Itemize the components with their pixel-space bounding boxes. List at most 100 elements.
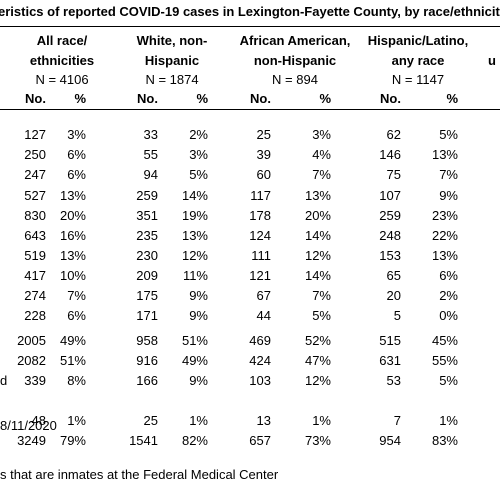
cell-count: 657: [249, 433, 271, 448]
cell-percent: 20%: [59, 208, 86, 223]
cell-percent: 13%: [59, 248, 86, 263]
cell-percent: 12%: [304, 248, 331, 263]
cell-count: 339: [24, 373, 46, 388]
cell-percent: 51%: [59, 353, 86, 368]
cell-percent: 55%: [431, 353, 458, 368]
cell-percent: 14%: [304, 268, 331, 283]
cell-percent: 14%: [304, 228, 331, 243]
cell-percent: 13%: [59, 188, 86, 203]
cell-percent: 6%: [67, 167, 86, 182]
cell-count: 121: [249, 268, 271, 283]
cell-count: 67: [256, 288, 271, 303]
cell-count: 250: [24, 147, 46, 162]
cell-count: 2082: [17, 353, 46, 368]
cell-count: 527: [24, 188, 46, 203]
cell-percent: 2%: [189, 127, 208, 142]
rule: [0, 109, 500, 110]
cell-count: 13: [256, 413, 271, 428]
cell-count: 3249: [17, 433, 46, 448]
cell-count: 351: [136, 208, 158, 223]
cell-percent: 22%: [431, 228, 458, 243]
cell-percent: 9%: [439, 188, 458, 203]
cell-count: 111: [251, 248, 271, 263]
cell-count: 228: [24, 308, 46, 323]
cell-percent: 52%: [304, 333, 331, 348]
column-header: White, non-: [136, 33, 208, 48]
column-header: ethnicities: [29, 53, 95, 68]
cell-percent: 47%: [304, 353, 331, 368]
cell-percent: 73%: [304, 433, 331, 448]
rule: [0, 26, 500, 27]
cell-percent: 0%: [439, 308, 458, 323]
cell-count: 33: [143, 127, 158, 142]
cell-count: 53: [386, 373, 401, 388]
cell-percent: 1%: [189, 413, 208, 428]
cell-percent: 7%: [312, 167, 331, 182]
cell-count: 209: [136, 268, 158, 283]
cell-percent: 1%: [67, 413, 86, 428]
cell-percent: 6%: [67, 308, 86, 323]
column-header: u: [488, 53, 496, 68]
cell-percent: 3%: [312, 127, 331, 142]
cell-count: 5: [393, 308, 401, 323]
cell-percent: 10%: [59, 268, 86, 283]
cell-count: 519: [24, 248, 46, 263]
cell-count: 247: [24, 167, 46, 182]
column-header: All race/: [36, 33, 88, 48]
cell-count: 248: [379, 228, 401, 243]
cell-count: 127: [24, 127, 46, 142]
subheader: %: [196, 91, 208, 106]
cell-count: 830: [24, 208, 46, 223]
cell-count: 153: [379, 248, 401, 263]
cell-count: 55: [143, 147, 158, 162]
cell-count: 60: [256, 167, 271, 182]
cell-percent: 83%: [431, 433, 458, 448]
column-n: N = 894: [272, 72, 318, 87]
column-n: N = 1874: [145, 72, 199, 87]
cell-count: 1541: [129, 433, 158, 448]
cell-count: 916: [136, 353, 158, 368]
cell-percent: 82%: [181, 433, 208, 448]
cell-count: 2005: [17, 333, 46, 348]
cell-count: 62: [386, 127, 401, 142]
cell-percent: 5%: [189, 167, 208, 182]
cell-count: 417: [24, 268, 46, 283]
cell-count: 178: [249, 208, 271, 223]
cell-percent: 12%: [304, 373, 331, 388]
column-header: non-Hispanic: [253, 53, 337, 68]
cell-count: 259: [379, 208, 401, 223]
cell-count: 25: [143, 413, 158, 428]
column-header: African American,: [239, 33, 351, 48]
cell-percent: 5%: [312, 308, 331, 323]
column-header: Hispanic: [144, 53, 200, 68]
cell-percent: 8%: [67, 373, 86, 388]
note: 8/11/2020: [0, 418, 57, 433]
cell-percent: 7%: [67, 288, 86, 303]
cell-percent: 9%: [189, 308, 208, 323]
cell-percent: 13%: [181, 228, 208, 243]
cell-percent: 23%: [431, 208, 458, 223]
cell-count: 39: [256, 147, 271, 162]
column-header: Hispanic/Latino,: [367, 33, 469, 48]
cell-percent: 9%: [189, 373, 208, 388]
cell-percent: 11%: [182, 268, 208, 283]
column-n: N = 1147: [391, 72, 445, 87]
cell-count: 643: [24, 228, 46, 243]
cell-percent: 6%: [439, 268, 458, 283]
cell-percent: 16%: [59, 228, 86, 243]
cell-percent: 9%: [189, 288, 208, 303]
cell-percent: 45%: [431, 333, 458, 348]
cell-percent: 1%: [312, 413, 331, 428]
column-header: any race: [391, 53, 445, 68]
cell-percent: 13%: [431, 147, 458, 162]
cell-count: 75: [386, 167, 401, 182]
cell-count: 65: [386, 268, 401, 283]
cell-count: 166: [136, 373, 158, 388]
subheader: No.: [250, 91, 271, 106]
cell-count: 107: [379, 188, 401, 203]
subheader: No.: [380, 91, 401, 106]
cell-count: 117: [250, 188, 271, 203]
row-label: d: [0, 373, 8, 388]
cell-count: 958: [136, 333, 158, 348]
cell-percent: 1%: [439, 413, 458, 428]
